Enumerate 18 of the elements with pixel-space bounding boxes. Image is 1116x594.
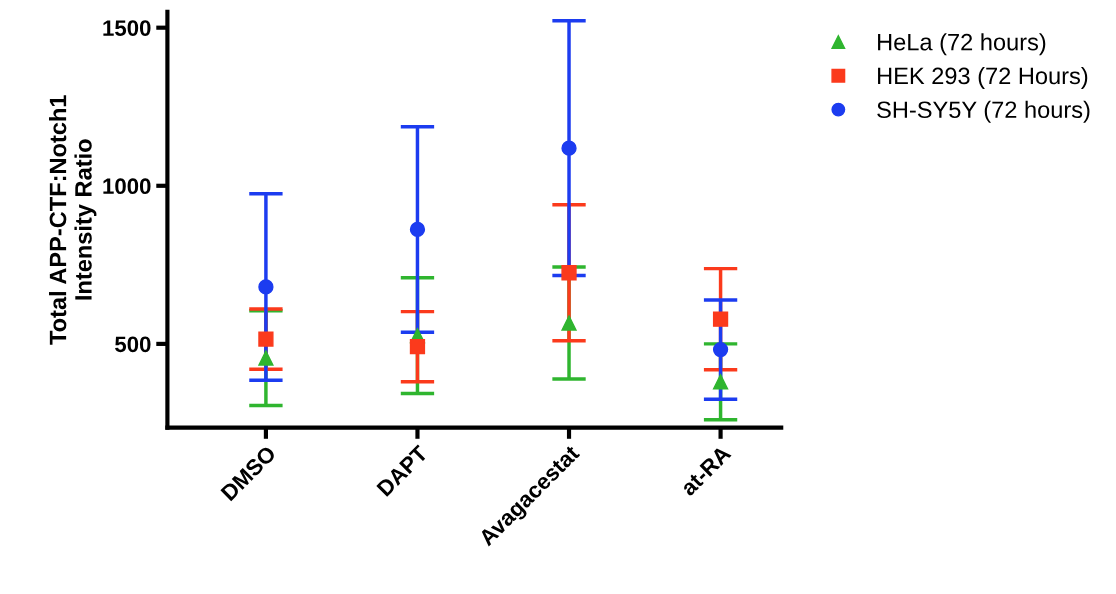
point (409, 339, 426, 355)
point (712, 341, 729, 358)
y-tick-label: 500 (115, 336, 151, 353)
y-axis-title: Total APP-CTF:Notch1 Intensity Ratio (49, 95, 97, 345)
legend-label: HeLa (72 hours) (878, 33, 1046, 56)
point (712, 311, 729, 327)
y-tick-label: 1000 (103, 178, 151, 195)
point (409, 221, 426, 238)
point (258, 350, 274, 366)
point (561, 315, 577, 331)
legend-label: SH-SY5Y (72 hours) (877, 100, 1090, 123)
point (712, 374, 729, 390)
y-tick-label: 1500 (103, 20, 151, 36)
point (258, 331, 274, 347)
point (258, 279, 274, 295)
point (561, 140, 577, 156)
point (561, 265, 577, 281)
legend-label: HEK 293 (72 Hours) (878, 66, 1088, 89)
